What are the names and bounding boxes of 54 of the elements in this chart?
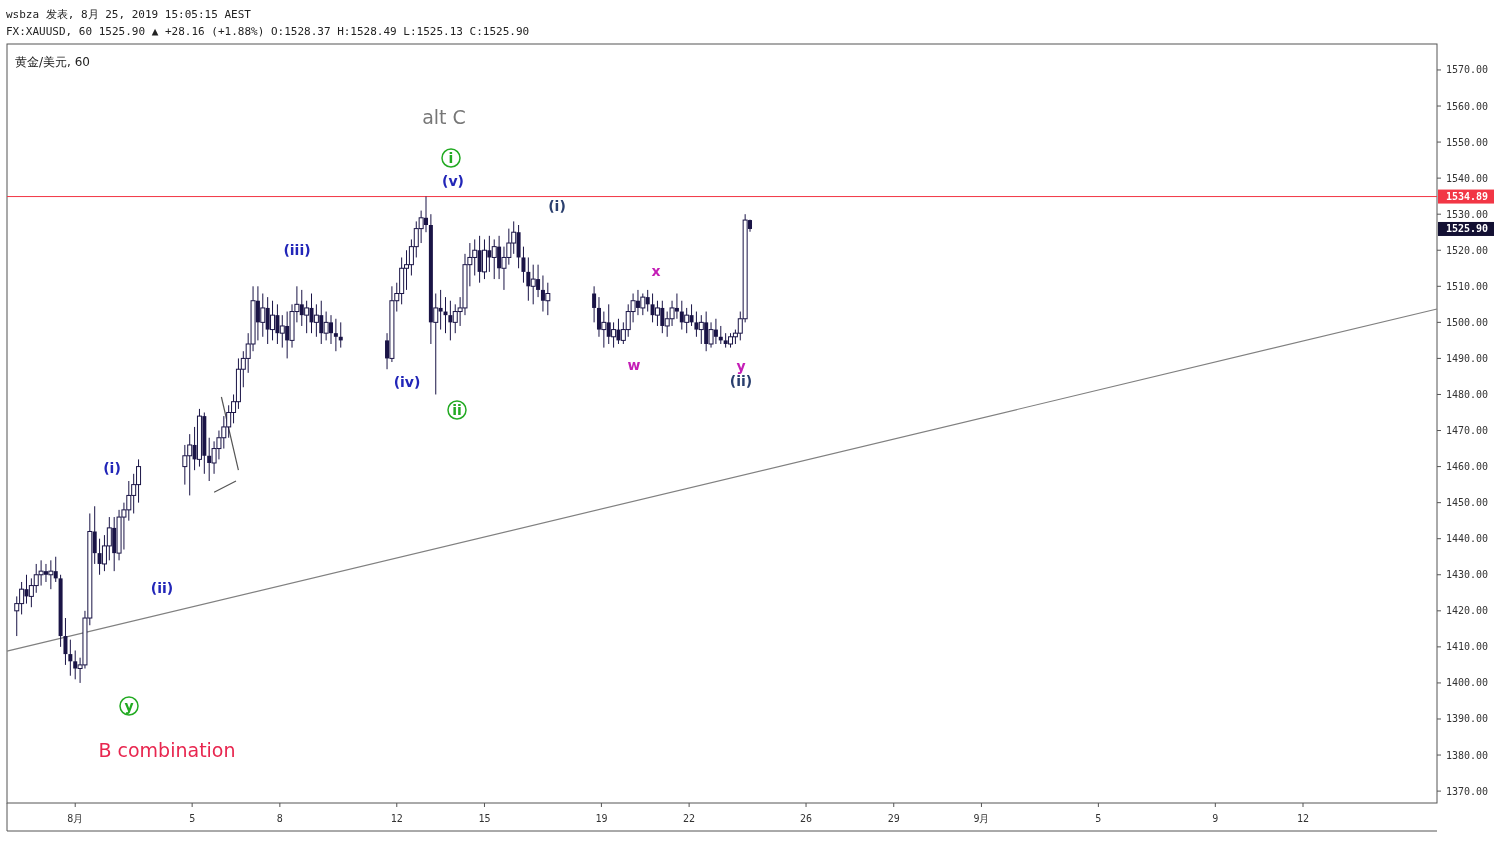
y-tick-label: 1460.00 — [1446, 461, 1489, 473]
y-tick-label: 1490.00 — [1446, 352, 1489, 364]
x-tick-label: 29 — [887, 813, 900, 824]
annotation: B combination — [98, 739, 236, 761]
x-tick-label: 9月 — [973, 813, 990, 824]
annotation: (v) — [442, 173, 464, 189]
y-tick-label: 1560.00 — [1446, 100, 1489, 112]
annotation: (i) — [548, 198, 566, 214]
annotation: y — [124, 698, 134, 714]
y-tick-label: 1370.00 — [1446, 785, 1489, 797]
y-tick-label: 1520.00 — [1446, 244, 1489, 256]
y-tick-label: 1480.00 — [1446, 388, 1489, 400]
annotation: i — [448, 150, 454, 166]
x-tick-label: 9 — [1212, 813, 1219, 824]
annotation: (ii) — [729, 373, 753, 389]
y-tick-label: 1510.00 — [1446, 280, 1489, 292]
y-tick-label: 1440.00 — [1446, 533, 1489, 545]
annotation: x — [651, 263, 661, 279]
x-tick-label: 8月 — [67, 813, 84, 824]
x-tick-label: 5 — [1095, 813, 1102, 824]
annotation: alt C — [422, 106, 466, 128]
text: 黄金/美元, 60 — [15, 55, 90, 69]
y-tick-label: 1390.00 — [1446, 713, 1489, 725]
text: wsbza 发表, 8月 25, 2019 15:05:15 AEST — [6, 8, 252, 21]
y-tick-label: 1400.00 — [1446, 677, 1489, 689]
y-tick-label: 1470.00 — [1446, 425, 1489, 437]
annotation: (ii) — [150, 580, 174, 596]
x-tick-label: 8 — [276, 813, 283, 824]
x-tick-label: 22 — [683, 813, 696, 824]
x-tick-label: 12 — [1296, 813, 1310, 824]
x-tick-label: 5 — [189, 813, 196, 824]
y-tick-label: 1500.00 — [1446, 316, 1489, 328]
x-tick-label: 26 — [800, 813, 813, 824]
y-tick-label: 1450.00 — [1446, 497, 1489, 509]
annotation: y — [736, 358, 746, 374]
y-tick-label: 1540.00 — [1446, 172, 1489, 184]
x-tick-label: 15 — [478, 813, 491, 824]
annotation: (iii) — [283, 242, 311, 258]
text: 1525.90 — [1446, 223, 1489, 235]
annotation: (i) — [103, 460, 121, 476]
annotation: (iv) — [393, 374, 421, 390]
y-tick-label: 1550.00 — [1446, 136, 1489, 148]
y-tick-label: 1420.00 — [1446, 605, 1489, 617]
y-tick-label: 1380.00 — [1446, 749, 1489, 761]
y-tick-label: 1430.00 — [1446, 569, 1489, 581]
annotation: w — [627, 357, 641, 373]
chart-subtitle: FX:XAUUSD, 60 1525.90 ▲ +28.16 (+1.88%) O:1528.37 H:1528.49 L:1525.13 C:1525.90 — [6, 25, 530, 38]
annotation: ii — [452, 402, 462, 418]
y-tick-label: 1530.00 — [1446, 208, 1489, 220]
x-tick-label: 12 — [390, 813, 403, 824]
y-tick-label: 1410.00 — [1446, 641, 1489, 653]
x-tick-label: 19 — [595, 813, 608, 824]
y-tick-label: 1570.00 — [1446, 64, 1489, 76]
ref-line-label: 1534.89 — [1446, 191, 1489, 203]
